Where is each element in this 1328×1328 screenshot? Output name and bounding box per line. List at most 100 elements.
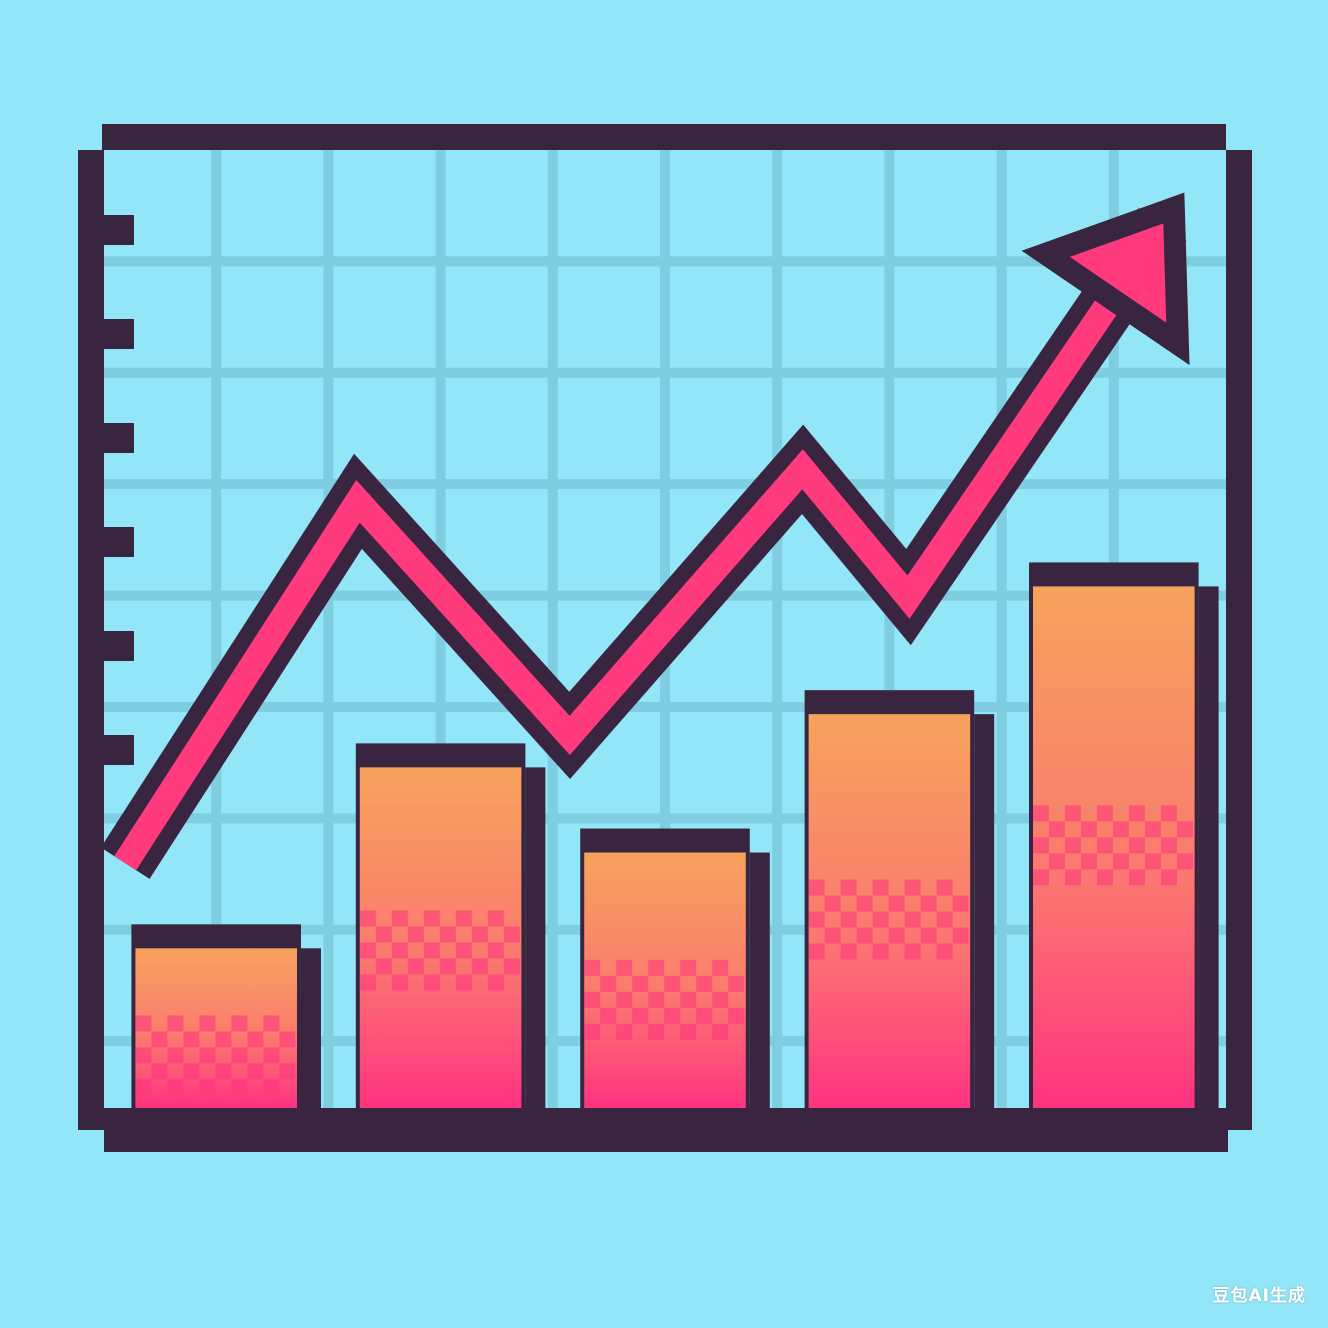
bar-dither-pixel <box>936 879 953 896</box>
bar-dither-pixel <box>215 1063 232 1080</box>
bar-dither-pixel <box>263 1047 280 1064</box>
bar-dither-pixel <box>359 974 376 991</box>
bar-dither-pixel <box>1177 853 1194 870</box>
bar-dither-pixel <box>712 959 729 976</box>
bar-dither-pixel <box>503 958 520 975</box>
bar-dither-pixel <box>423 974 440 991</box>
bar-dither-pixel <box>359 942 376 959</box>
bar-dither-pixel <box>247 1063 264 1080</box>
bar-dither-pixel <box>808 943 825 960</box>
x-axis <box>104 1108 1228 1152</box>
bar-shadow <box>1198 586 1219 1108</box>
bar-dither-pixel <box>1081 853 1098 870</box>
bar-dither-pixel <box>487 974 504 991</box>
bar <box>131 924 321 1108</box>
bar-dither-pixel <box>1097 869 1114 886</box>
chart-frame <box>78 124 1252 1152</box>
bar-dither-pixel <box>1129 869 1146 886</box>
bar-dither-pixel <box>279 1063 296 1080</box>
watermark-text: 豆包AI生成 <box>1212 1286 1306 1306</box>
bar-dither-pixel <box>696 975 713 992</box>
bar-dither-pixel <box>600 975 617 992</box>
bar-dither-pixel <box>1129 805 1146 822</box>
bar-dither-pixel <box>407 958 424 975</box>
trend-line <box>100 192 1190 879</box>
bar-dither-pixel <box>904 943 921 960</box>
y-tick-mark <box>104 423 134 453</box>
bar-dither-pixel <box>856 927 873 944</box>
bar-dither-pixel <box>872 879 889 896</box>
bar-dither-pixel <box>936 911 953 928</box>
bar-dither-pixel <box>391 974 408 991</box>
bar-dither-pixel <box>648 1023 665 1040</box>
bar-dither-pixel <box>1065 869 1082 886</box>
bar-dither-pixel <box>183 1031 200 1048</box>
bar-dither-pixel <box>808 879 825 896</box>
bar-dither-pixel <box>1145 853 1162 870</box>
bar-dither-pixel <box>407 926 424 943</box>
bar-dither-pixel <box>439 926 456 943</box>
bar-dither-pixel <box>1049 853 1066 870</box>
bar-dither-pixel <box>840 943 857 960</box>
bar-dither-pixel <box>824 895 841 912</box>
bar-dither-pixel <box>584 1023 601 1040</box>
frame-right <box>1226 150 1252 1130</box>
bar-dither-pixel <box>1065 805 1082 822</box>
bar-dither-pixel <box>135 1015 152 1032</box>
bar <box>355 743 546 1108</box>
bar-dither-pixel <box>199 1079 216 1096</box>
bar-dither-pixel <box>167 1047 184 1064</box>
bar-dither-pixel <box>263 1079 280 1096</box>
bar-dither-pixel <box>648 959 665 976</box>
bar-dither-pixel <box>952 927 969 944</box>
bar-dither-pixel <box>231 1015 248 1032</box>
y-tick-mark <box>104 527 134 557</box>
bar-dither-pixel <box>151 1031 168 1048</box>
y-axis <box>78 150 104 1130</box>
y-tick-mark <box>104 215 134 245</box>
bar-dither-pixel <box>632 975 649 992</box>
bar-dither-pixel <box>584 959 601 976</box>
bar-dither-pixel <box>503 926 520 943</box>
bar <box>804 690 995 1108</box>
bar-dither-pixel <box>936 943 953 960</box>
bar-dither-pixel <box>872 943 889 960</box>
bar-dither-pixel <box>1033 805 1050 822</box>
bar-dither-pixel <box>904 879 921 896</box>
bar-dither-pixel <box>1081 821 1098 838</box>
bar-dither-pixel <box>872 911 889 928</box>
bar-dither-pixel <box>423 910 440 927</box>
bar-dither-pixel <box>600 1007 617 1024</box>
bar-dither-pixel <box>455 974 472 991</box>
bar-dither-pixel <box>616 1023 633 1040</box>
bar-dither-pixel <box>680 991 697 1008</box>
bar-dither-pixel <box>952 895 969 912</box>
bar-dither-pixel <box>439 958 456 975</box>
bar-dither-pixel <box>391 910 408 927</box>
bar-dither-pixel <box>712 991 729 1008</box>
bar-dither-pixel <box>584 991 601 1008</box>
bar-dither-pixel <box>231 1047 248 1064</box>
bar-dither-pixel <box>840 911 857 928</box>
bar-dither-pixel <box>423 942 440 959</box>
bar-dither-pixel <box>648 991 665 1008</box>
bar-dither-pixel <box>1065 837 1082 854</box>
bar-dither-pixel <box>680 959 697 976</box>
bar <box>1029 562 1219 1108</box>
bar-dither-pixel <box>728 1007 745 1024</box>
bar-dither-pixel <box>696 1007 713 1024</box>
bar-dither-pixel <box>359 910 376 927</box>
bar-shadow <box>525 767 546 1108</box>
bar-dither-pixel <box>151 1063 168 1080</box>
bar-dither-pixel <box>840 879 857 896</box>
bar-dither-pixel <box>1049 821 1066 838</box>
arrow-head <box>1021 192 1190 366</box>
bar-dither-pixel <box>904 911 921 928</box>
bar-dither-pixel <box>391 942 408 959</box>
bar-dither-pixel <box>1177 821 1194 838</box>
bar-dither-pixel <box>1033 837 1050 854</box>
bar-dither-pixel <box>247 1031 264 1048</box>
bar-dither-pixel <box>856 895 873 912</box>
y-tick-mark <box>104 735 134 765</box>
